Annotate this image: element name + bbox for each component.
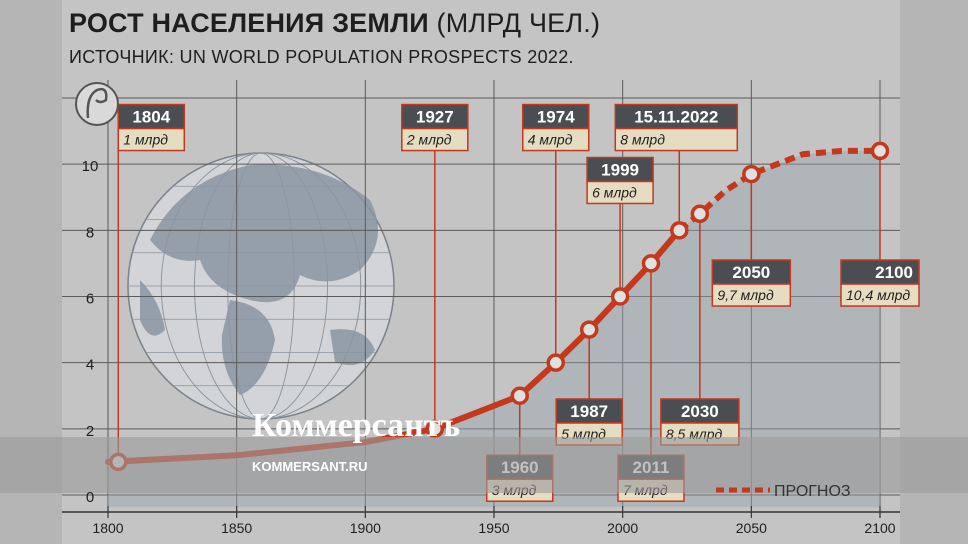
seal-glyph — [86, 87, 108, 119]
annotation-value-label: 1 млрд — [123, 132, 168, 148]
annotation-value-bg — [586, 180, 654, 205]
x-tick-label: 1800 — [92, 520, 123, 536]
data-point — [690, 204, 710, 224]
annotation-value-bg — [401, 127, 469, 152]
globe-continent-africa — [221, 300, 275, 395]
annotation-box: 15.11.2022 8 млрд — [614, 103, 739, 152]
forecast-line — [677, 147, 880, 233]
annotation-value-bg — [711, 283, 792, 307]
globe-illustration — [127, 152, 395, 420]
y-tick-label: 6 — [86, 291, 94, 308]
annotation-value-label: 8 млрд — [620, 132, 665, 148]
annotation-year-bg — [522, 103, 590, 130]
chart-title: РОСТ НАСЕЛЕНИЯ ЗЕМЛИ (МЛРД ЧЕЛ.) — [69, 8, 600, 39]
x-tick-label: 1950 — [478, 520, 509, 536]
y-tick-label: 2 — [86, 423, 94, 440]
watermark: Коммерсантъ KOMMERSANT.RU — [0, 407, 968, 493]
chart-subtitle: ИСТОЧНИК: UN WORLD POPULATION PROSPECTS … — [69, 47, 574, 67]
data-point — [510, 386, 529, 405]
annotation-box: 1804 1 млрд — [117, 103, 186, 152]
x-tick-label: 1850 — [221, 520, 252, 536]
data-point — [610, 287, 630, 306]
annotation-value-label: 4 млрд — [528, 132, 573, 148]
chart-legend: ПРОГНОЗ — [716, 483, 851, 500]
chart-grid — [62, 80, 900, 507]
annotation-box: 2050 9,7 млрд — [711, 259, 792, 307]
data-point — [546, 353, 566, 372]
annotation-value-bg — [614, 127, 739, 152]
annotation-year-label: 2050 — [732, 263, 770, 282]
data-point — [425, 419, 445, 439]
annotation-year-label: 2100 — [875, 263, 913, 282]
population-points — [109, 141, 890, 472]
annotation-value-label: 9,7 млрд — [717, 287, 774, 303]
annotation-year-bg — [586, 156, 654, 183]
kommersant-seal-icon — [75, 82, 119, 126]
globe-continent-west — [140, 280, 165, 336]
annotation-year-label: 1974 — [537, 108, 575, 127]
annotation-year-bg — [614, 103, 739, 130]
y-tick-label: 0 — [86, 489, 94, 506]
annotation-year-bg — [840, 259, 920, 285]
annotation-box: 1927 2 млрд — [401, 103, 469, 152]
x-tick-label: 2000 — [607, 520, 638, 536]
data-point — [870, 141, 890, 161]
watermark-band — [0, 437, 968, 493]
annotation-value-bg — [117, 127, 186, 152]
x-tick-label: 2100 — [864, 520, 895, 536]
chart-title-unit: (МЛРД ЧЕЛ.) — [436, 8, 601, 38]
annotation-value-bg — [840, 283, 920, 307]
annotation-year-bg — [555, 398, 623, 424]
annotation-value-label: 10,4 млрд — [846, 287, 910, 303]
y-tick-label: 4 — [86, 357, 94, 374]
y-tick-label: 8 — [86, 224, 94, 241]
annotation-box: 1974 4 млрд — [522, 103, 590, 152]
chart-title-main: РОСТ НАСЕЛЕНИЯ ЗЕМЛИ — [69, 8, 429, 38]
globe-continent-eurasia — [150, 164, 378, 303]
watermark-site-text: KOMMERSANT.RU — [252, 459, 368, 474]
watermark-logo-text: Коммерсантъ — [252, 407, 460, 444]
annotation-year-label: 1927 — [416, 108, 454, 127]
x-tick-label: 2050 — [736, 520, 767, 536]
annotation-year-label: 1987 — [570, 402, 608, 421]
annotation-value-label: 6 млрд — [592, 184, 637, 200]
data-point — [670, 221, 689, 240]
annotation-box: 1999 6 млрд — [586, 156, 654, 205]
data-point — [742, 164, 761, 184]
globe-continent-australia — [330, 329, 375, 366]
data-point — [579, 320, 599, 339]
data-point — [641, 254, 661, 273]
annotation-box: 2100 10,4 млрд — [840, 259, 920, 307]
annotation-value-label: 2 млрд — [406, 132, 452, 148]
seal-ring — [75, 82, 119, 126]
x-tick-label: 1900 — [350, 520, 381, 536]
legend-label: ПРОГНОЗ — [774, 483, 851, 500]
annotation-year-label: 1804 — [132, 108, 170, 127]
annotation-year-label: 15.11.2022 — [634, 108, 718, 127]
annotation-year-bg — [711, 259, 792, 285]
y-tick-label: 10 — [82, 158, 99, 175]
annotation-value-bg — [522, 127, 590, 152]
annotation-year-bg — [401, 103, 469, 130]
annotation-year-label: 2030 — [681, 402, 719, 421]
annotation-year-label: 1999 — [601, 160, 639, 179]
